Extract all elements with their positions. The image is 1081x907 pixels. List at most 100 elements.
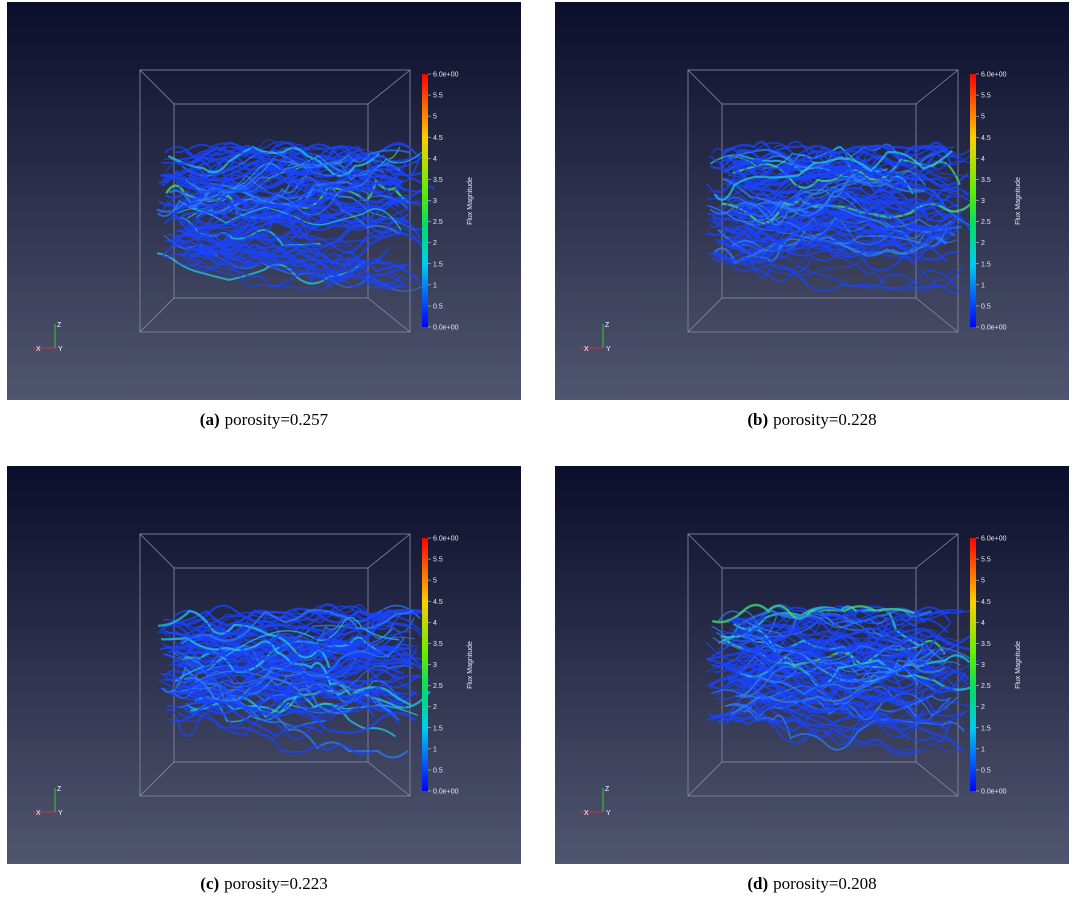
streamline [710,232,894,258]
streamline [195,243,386,275]
streamline [195,605,406,643]
colorbar-tick-label: 5 [433,578,437,585]
streamline [724,210,953,256]
viewport [555,2,1069,400]
caption: (b) porosity=0.228 [747,410,876,429]
streamline [174,177,420,235]
colorbar-tick-label: 3 [433,198,437,205]
colorbar-tick-label: 2 [433,240,437,247]
axis-label-x: X [36,810,41,817]
colorbar-tick-label: 6.0e+00 [981,536,1007,543]
render-panel: 6.0e+00 5.5 5 4.5 4 3.5 3 2.5 2 1.5 1 0.5 0.0e+00 Flu… [555,466,1069,864]
streamline [195,176,401,236]
streamline [737,684,950,731]
streamline [718,158,949,245]
streamline [708,195,862,223]
colorbar-tick-label: 2.5 [981,683,991,690]
colorbar [422,74,428,327]
colorbar-tick-label: 0.0e+00 [981,325,1007,332]
streamline [187,173,410,195]
streamline [181,658,413,695]
colorbar-tick-label: 1.5 [981,725,991,732]
outer-box [687,69,959,333]
caption: (c) porosity=0.223 [200,874,327,893]
box-edge [915,297,959,333]
box-edge [687,69,723,105]
colorbar-tick-label: 4 [981,620,985,627]
streamline [706,252,963,292]
caption-text: porosity=0.257 [225,410,329,429]
colorbar-tick-label: 3 [433,662,437,669]
streamline [735,649,935,698]
streamline [722,650,905,677]
colorbar-tick-label: 4 [981,156,985,163]
colorbar-tick-label: 6.0e+00 [981,72,1007,79]
streamline [740,220,947,260]
colorbar-tick-label: 5 [981,578,985,585]
box-edge [687,533,723,569]
colorbar-tick-label: 6.0e+00 [433,536,459,543]
streamline [180,204,332,244]
colorbar-tick-label: 0.5 [433,767,443,774]
colorbar [970,538,976,791]
colorbar-tick-label: 3.5 [433,641,443,648]
streamline [174,657,357,699]
streamline [722,631,960,704]
streamline [186,158,390,210]
colorbar-tick-label: 1.5 [433,725,443,732]
colorbar-tick-label: 2 [433,704,437,711]
streamline [195,213,421,254]
colorbar-tick-label: 5 [981,114,985,121]
streamline [189,189,423,259]
outer-box [139,533,411,797]
box-edge [687,297,723,333]
colorbar-tick-label: 0.0e+00 [433,325,459,332]
streamline [180,677,326,729]
streamline [743,703,962,753]
caption: (a) porosity=0.257 [200,410,329,429]
colorbar-title: Flux Magnitude [1015,177,1022,225]
colorbar-tick-label: 4.5 [433,135,443,142]
colorbar-tick-label: 6.0e+00 [433,72,459,79]
box-edge [139,761,175,797]
colorbar-tick-label: 5.5 [433,93,443,100]
colorbar-tick-label: 0.5 [981,303,991,310]
streamline [195,699,417,735]
axis-label-z: Z [605,322,610,329]
axis-label-y: Y [606,810,611,817]
streamline [187,231,391,280]
streamline [194,636,406,686]
colorbar [422,538,428,791]
axis-label-y: Y [58,810,63,817]
colorbar-title: Flux Magnitude [1015,641,1022,689]
render-panel: 6.0e+00 5.5 5 4.5 4 3.5 3 2.5 2 1.5 1 0.5 0.0e+00 Flu… [7,2,521,400]
streamline [716,228,865,258]
streamline [721,169,933,188]
streamline [711,661,961,702]
streamline [168,160,420,231]
streamline [732,147,951,183]
colorbar-tick-label: 0.0e+00 [981,789,1007,796]
caption-label: (c) [200,874,219,893]
colorbar-tick-label: 3.5 [433,177,443,184]
box-edge [139,69,175,105]
streamline [731,160,977,178]
streamline [706,633,976,664]
caption-label: (a) [200,410,220,429]
streamline [163,203,309,235]
box-edge [367,69,411,105]
caption-text: porosity=0.223 [224,874,328,893]
streamline [736,165,972,203]
colorbar-tick-label: 1 [981,746,985,753]
colorbar-tick-label: 5.5 [981,93,991,100]
box-edge [367,761,411,797]
streamline [704,206,964,241]
colorbar-tick-label: 1.5 [981,261,991,268]
colorbar-tick-label: 4.5 [981,599,991,606]
render-panel: 6.0e+00 5.5 5 4.5 4 3.5 3 2.5 2 1.5 1 0.5 0.0e+00 Flu… [555,2,1069,400]
streamline [736,685,952,721]
streamline [173,655,404,690]
streamline [724,703,965,751]
streamline [196,608,401,638]
